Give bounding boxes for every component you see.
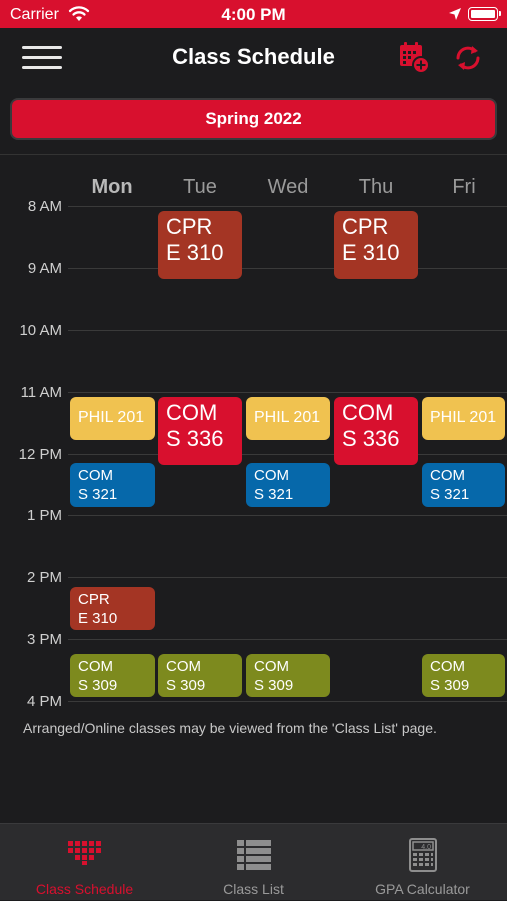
time-label: 9 AM [27, 260, 62, 277]
day-header-wed: Wed [267, 176, 309, 198]
tab-label: Class List [223, 881, 284, 897]
add-calendar-icon[interactable] [397, 40, 431, 74]
battery-icon [468, 7, 501, 21]
day-header-fri: Fri [452, 176, 476, 198]
navigation-bar: Class Schedule [0, 28, 507, 88]
semester-selector[interactable]: Spring 2022 [10, 98, 497, 140]
tab-class-list[interactable]: Class List [169, 824, 338, 901]
day-header-mon: Mon [91, 176, 133, 198]
class-block[interactable]: COM S 321 [422, 463, 505, 507]
class-block[interactable]: COM S 309 [422, 654, 505, 697]
class-block[interactable]: PHIL 201 [70, 397, 155, 440]
class-block[interactable]: COM S 336 [334, 397, 418, 465]
time-label: 1 PM [26, 507, 62, 524]
class-block[interactable]: COM S 321 [70, 463, 155, 507]
calculator-icon: 4.0 [408, 838, 437, 872]
hour-line [68, 392, 507, 393]
time-label: 8 AM [27, 198, 62, 215]
page-title: Class Schedule [172, 44, 335, 69]
tab-gpa-calculator[interactable]: 4.0 GPA Calculator [338, 824, 507, 901]
class-block[interactable]: CPR E 310 [158, 211, 242, 279]
semester-button[interactable]: Spring 2022 [12, 100, 495, 138]
time-label: 10 AM [19, 322, 62, 339]
hour-line [68, 577, 507, 578]
time-label: 2 PM [26, 569, 62, 586]
class-block[interactable]: PHIL 201 [246, 397, 330, 440]
refresh-icon[interactable] [452, 42, 484, 74]
class-block[interactable]: CPR E 310 [70, 587, 155, 630]
time-label: 3 PM [26, 631, 62, 648]
tab-class-schedule[interactable]: Class Schedule [0, 824, 169, 901]
carrier-label: Carrier [10, 6, 59, 23]
class-block[interactable]: CPR E 310 [334, 211, 418, 279]
hour-line [68, 330, 507, 331]
tab-bar: Class Schedule Class List 4.0 GPA Calcul… [0, 823, 507, 900]
wifi-icon [68, 6, 90, 21]
day-header-thu: Thu [358, 176, 394, 198]
time-label: 11 AM [20, 384, 62, 401]
calculator-display: 4.0 [421, 844, 431, 851]
class-block[interactable]: PHIL 201 [422, 397, 505, 440]
hour-line [68, 515, 507, 516]
status-time: 4:00 PM [221, 5, 286, 24]
time-label: 4 PM [26, 693, 62, 710]
status-bar: Carrier 4:00 PM [0, 0, 507, 28]
divider [0, 154, 507, 155]
time-label: 12 PM [18, 446, 62, 463]
class-block[interactable]: COM S 309 [246, 654, 330, 697]
class-block[interactable]: COM S 309 [158, 654, 242, 697]
schedule-grid-icon [67, 841, 101, 865]
hour-line [68, 206, 507, 207]
location-arrow-icon [449, 8, 461, 20]
hour-line [68, 639, 507, 640]
class-block[interactable]: COM S 321 [246, 463, 330, 507]
hour-line [68, 454, 507, 455]
tab-label: GPA Calculator [375, 881, 470, 897]
list-icon [236, 840, 271, 870]
tab-label: Class Schedule [35, 881, 134, 897]
hour-line [68, 701, 507, 702]
class-block[interactable]: COM S 336 [158, 397, 242, 465]
day-header-tue: Tue [183, 176, 217, 198]
class-block[interactable]: COM S 309 [70, 654, 155, 697]
arranged-classes-note: Arranged/Online classes may be viewed fr… [23, 720, 437, 736]
menu-icon[interactable] [22, 46, 62, 70]
hour-line [68, 268, 507, 269]
